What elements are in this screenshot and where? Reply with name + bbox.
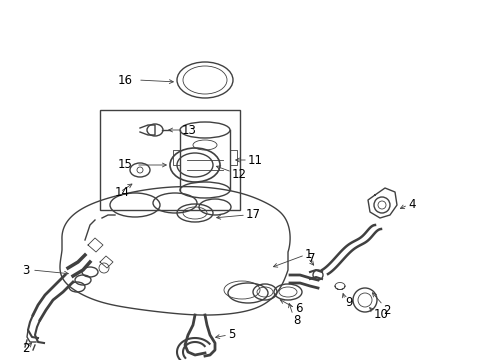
Text: 9: 9 xyxy=(345,296,352,309)
Text: 8: 8 xyxy=(292,314,300,327)
Text: 14: 14 xyxy=(115,185,130,198)
Text: 16: 16 xyxy=(118,73,133,86)
Text: 2: 2 xyxy=(382,303,390,316)
Text: 6: 6 xyxy=(294,302,302,315)
Bar xyxy=(100,110,240,210)
Text: 12: 12 xyxy=(231,168,246,181)
Text: 5: 5 xyxy=(227,328,235,342)
Text: 11: 11 xyxy=(247,153,263,166)
Text: 10: 10 xyxy=(373,309,388,321)
Text: 1: 1 xyxy=(305,248,312,261)
Text: 13: 13 xyxy=(182,123,197,136)
Text: 3: 3 xyxy=(22,264,29,276)
Text: 17: 17 xyxy=(245,208,261,221)
Text: 4: 4 xyxy=(407,198,415,211)
Text: 7: 7 xyxy=(307,252,315,265)
Text: 2: 2 xyxy=(22,342,29,355)
Polygon shape xyxy=(60,186,289,315)
Text: 15: 15 xyxy=(118,158,133,171)
